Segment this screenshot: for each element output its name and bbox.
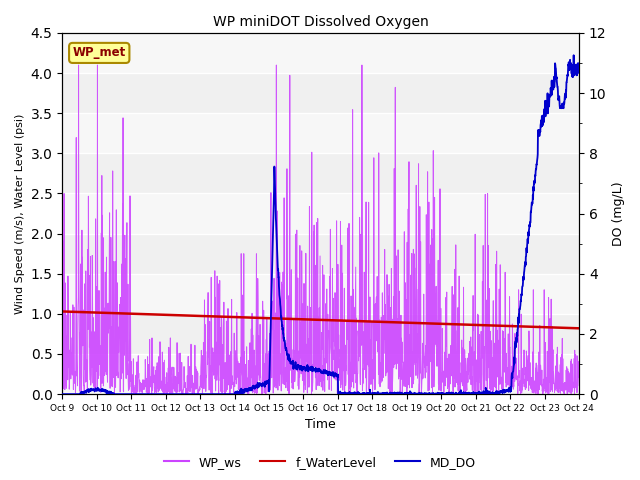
Bar xyxy=(62,354,579,394)
Bar xyxy=(62,274,579,314)
Bar xyxy=(62,33,579,73)
Y-axis label: Wind Speed (m/s), Water Level (psi): Wind Speed (m/s), Water Level (psi) xyxy=(15,113,25,314)
Text: WP_met: WP_met xyxy=(72,47,126,60)
Bar xyxy=(62,193,579,234)
Legend: WP_ws, f_WaterLevel, MD_DO: WP_ws, f_WaterLevel, MD_DO xyxy=(159,451,481,474)
Bar xyxy=(62,113,579,153)
Y-axis label: DO (mg/L): DO (mg/L) xyxy=(612,181,625,246)
X-axis label: Time: Time xyxy=(305,419,336,432)
Title: WP miniDOT Dissolved Oxygen: WP miniDOT Dissolved Oxygen xyxy=(213,15,429,29)
